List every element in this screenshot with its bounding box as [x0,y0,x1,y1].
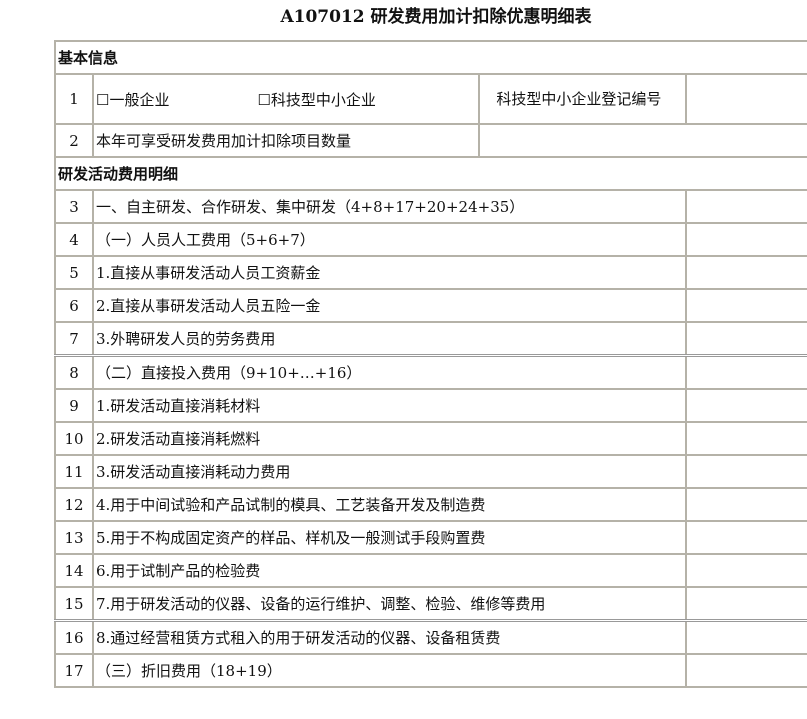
row-number: 7 [54,321,94,357]
amount-value[interactable] [684,619,807,655]
row-label: （三）折旧费用（18+19） [92,653,687,688]
amount-value[interactable] [684,520,807,555]
row-number: 16 [54,619,94,655]
row-label: 5.用于不构成固定资产的样品、样机及一般测试手段购置费 [92,520,687,555]
row-number: 11 [54,454,94,489]
row-number: 9 [54,388,94,423]
table-row: 7 3.外聘研发人员的劳务费用 [54,321,807,357]
table-row: 6 2.直接从事研发活动人员五险一金 [54,288,807,323]
row-number: 8 [54,354,94,390]
amount-value[interactable] [684,388,807,423]
amount-value[interactable] [684,222,807,257]
row-label: 6.用于试制产品的检验费 [92,553,687,588]
table-row: 1 ☐一般企业 ☐科技型中小企业 科技型中小企业登记编号 [54,73,807,125]
form-title: A107012 研发费用加计扣除优惠明细表 [280,7,592,27]
table-row: 5 1.直接从事研发活动人员工资薪金 [54,255,807,290]
row-label: （二）直接投入费用（9+10+…+16） [92,354,687,390]
project-count-value[interactable] [477,123,807,158]
row-number: 10 [54,421,94,456]
amount-value[interactable] [684,255,807,290]
amount-value[interactable] [684,487,807,522]
row-label: 8.通过经营租赁方式租入的用于研发活动的仪器、设备租赁费 [92,619,687,655]
row-number: 14 [54,553,94,588]
amount-value[interactable] [684,189,807,224]
row-label: 3.外聘研发人员的劳务费用 [92,321,687,357]
row-label: 7.用于研发活动的仪器、设备的运行维护、调整、检验、维修等费用 [92,586,687,622]
row-number: 15 [54,586,94,622]
row-number: 6 [54,288,94,323]
table-row: 8 （二）直接投入费用（9+10+…+16） [54,354,807,390]
row-number: 12 [54,487,94,522]
table-row: 17 （三）折旧费用（18+19） [54,653,807,688]
row-label: 1.直接从事研发活动人员工资薪金 [92,255,687,290]
amount-value[interactable] [684,653,807,688]
table-row: 9 1.研发活动直接消耗材料 [54,388,807,423]
row-label: 1.研发活动直接消耗材料 [92,388,687,423]
row-label: 3.研发活动直接消耗动力费用 [92,454,687,489]
checkbox-general-enterprise[interactable]: ☐一般企业 [96,90,170,109]
section-heading-rd-detail: 研发活动费用明细 [53,156,807,191]
amount-value[interactable] [684,321,807,357]
deduction-detail-table: 基本信息 1 ☐一般企业 ☐科技型中小企业 科技型中小企业登记编号 2 本年可享受… [53,40,807,688]
enterprise-type-options: ☐一般企业 ☐科技型中小企业 [92,73,480,125]
amount-value[interactable] [684,354,807,390]
table-row: 14 6.用于试制产品的检验费 [54,553,807,588]
row-label: （一）人员人工费用（5+6+7） [92,222,687,257]
amount-value[interactable] [684,288,807,323]
row-number: 3 [54,189,94,224]
table-row: 2 本年可享受研发费用加计扣除项目数量 [54,123,807,158]
table-row: 12 4.用于中间试验和产品试制的模具、工艺装备开发及制造费 [54,487,807,522]
row-number: 1 [54,73,94,125]
amount-value[interactable] [684,454,807,489]
row-number: 4 [54,222,94,257]
row-label: 4.用于中间试验和产品试制的模具、工艺装备开发及制造费 [92,487,687,522]
amount-value[interactable] [684,586,807,622]
registration-number-label: 科技型中小企业登记编号 [478,73,687,125]
row-number: 17 [54,653,94,688]
row-label: 本年可享受研发费用加计扣除项目数量 [92,123,480,158]
table-row: 10 2.研发活动直接消耗燃料 [54,421,807,456]
registration-number-value[interactable] [684,73,807,125]
amount-value[interactable] [684,553,807,588]
table-row: 11 3.研发活动直接消耗动力费用 [54,454,807,489]
row-number: 5 [54,255,94,290]
row-label: 2.直接从事研发活动人员五险一金 [92,288,687,323]
table-row: 13 5.用于不构成固定资产的样品、样机及一般测试手段购置费 [54,520,807,555]
table-row: 15 7.用于研发活动的仪器、设备的运行维护、调整、检验、维修等费用 [54,586,807,622]
section-heading-basic-info: 基本信息 [53,40,807,75]
row-label: 一、自主研发、合作研发、集中研发（4+8+17+20+24+35） [92,189,687,224]
row-number: 2 [54,123,94,158]
checkbox-tech-sme[interactable]: ☐科技型中小企业 [257,90,376,109]
table-row: 3 一、自主研发、合作研发、集中研发（4+8+17+20+24+35） [54,189,807,224]
row-label: 2.研发活动直接消耗燃料 [92,421,687,456]
amount-value[interactable] [684,421,807,456]
table-row: 16 8.通过经营租赁方式租入的用于研发活动的仪器、设备租赁费 [54,619,807,655]
table-row: 4 （一）人员人工费用（5+6+7） [54,222,807,257]
row-number: 13 [54,520,94,555]
